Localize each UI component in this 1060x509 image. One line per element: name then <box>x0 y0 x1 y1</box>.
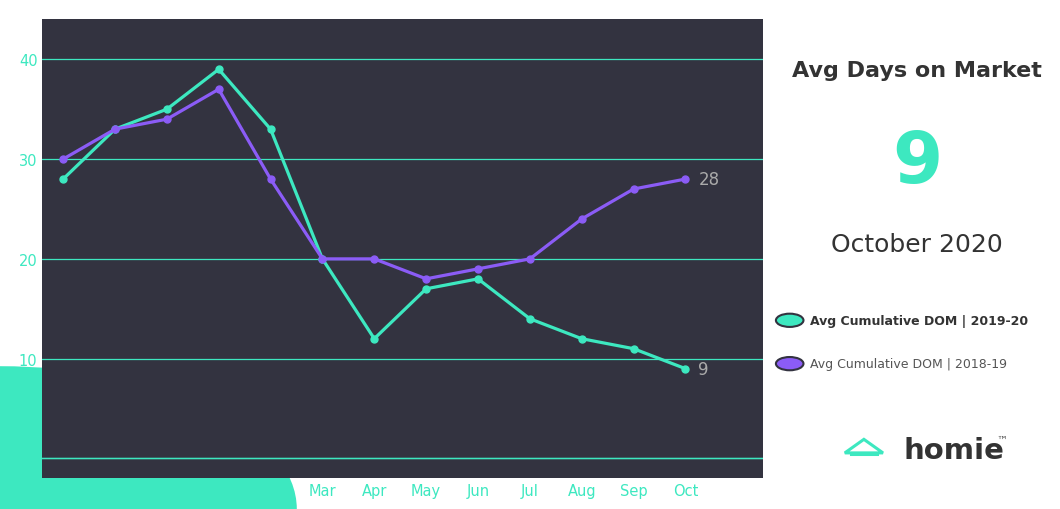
Text: Avg Cumulative DOM | 2019-20: Avg Cumulative DOM | 2019-20 <box>810 314 1028 327</box>
Text: 9: 9 <box>891 128 942 197</box>
Text: ™: ™ <box>996 435 1007 445</box>
Text: 28: 28 <box>699 171 720 189</box>
Text: homie: homie <box>903 437 1004 464</box>
Text: Avg Cumulative DOM | 2018-19: Avg Cumulative DOM | 2018-19 <box>810 357 1007 371</box>
Text: October 2020: October 2020 <box>831 232 1003 257</box>
Text: Avg Days on Market: Avg Days on Market <box>792 61 1042 81</box>
Text: 9: 9 <box>699 360 709 378</box>
